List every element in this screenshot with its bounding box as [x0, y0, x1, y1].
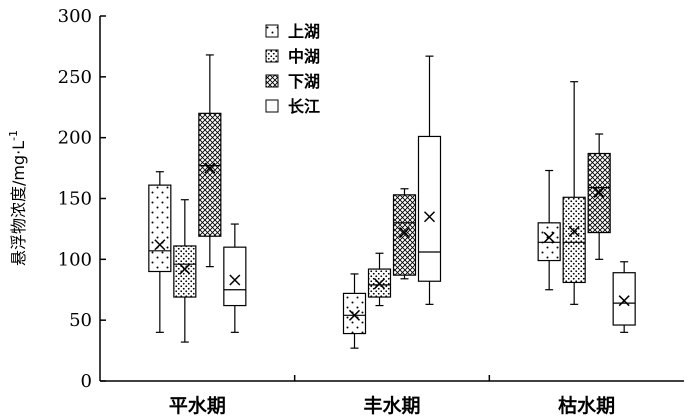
- legend-item: 长江: [265, 97, 320, 116]
- y-tick-label: 100: [58, 249, 92, 270]
- box-中湖-枯水期: [562, 81, 586, 305]
- y-axis-tick-labels: 0 50 100 150 200 250 300: [58, 6, 92, 392]
- iqr-box: [537, 222, 561, 262]
- box-中湖-平水期: [173, 199, 197, 343]
- box-长江-平水期: [223, 223, 247, 333]
- axes: [99, 15, 684, 382]
- y-tick-label: 250: [58, 67, 92, 88]
- mean-marker: [618, 295, 630, 307]
- box-下湖-丰水期: [392, 188, 417, 280]
- mean-marker: [154, 239, 166, 251]
- iqr-box: [392, 194, 417, 276]
- legend-swatch: [265, 74, 279, 88]
- mean-marker: [568, 225, 580, 237]
- iqr-box: [198, 112, 222, 237]
- iqr-box: [612, 272, 636, 326]
- legend-label: 上湖: [288, 22, 320, 41]
- mean-marker: [348, 309, 361, 321]
- mean-marker: [593, 186, 605, 198]
- iqr-box: [173, 245, 197, 298]
- box-中湖-丰水期: [367, 252, 392, 307]
- legend-item: 下湖: [265, 72, 320, 91]
- box-上湖-枯水期: [537, 169, 561, 291]
- box-上湖-平水期: [148, 171, 172, 333]
- box-长江-丰水期: [417, 55, 442, 305]
- x-category-label: 丰水期: [363, 394, 420, 417]
- mean-marker: [423, 211, 436, 223]
- mean-marker: [373, 278, 386, 290]
- y-tick-label: 200: [58, 128, 92, 149]
- mean-marker: [204, 162, 216, 174]
- boxes-layer: [148, 54, 636, 349]
- legend-item: 上湖: [265, 22, 320, 41]
- box-下湖-平水期: [198, 54, 222, 268]
- mean-marker: [398, 227, 411, 239]
- mean-marker: [229, 274, 241, 286]
- box-下湖-枯水期: [587, 133, 611, 260]
- legend-label: 中湖: [288, 47, 320, 66]
- iqr-box: [342, 292, 367, 335]
- iqr-box: [562, 196, 586, 284]
- y-tick-label: 150: [58, 189, 92, 210]
- category-labels: 平水期 丰水期 枯水期: [169, 394, 615, 417]
- x-category-label: 平水期: [169, 395, 226, 417]
- y-tick-label: 300: [58, 6, 92, 27]
- iqr-box: [148, 184, 172, 273]
- iqr-box: [417, 135, 442, 282]
- legend-swatch: [265, 49, 279, 63]
- y-tick-label: 0: [81, 371, 92, 392]
- box-长江-枯水期: [612, 261, 636, 333]
- mean-marker: [543, 231, 555, 243]
- legend-swatch: [265, 24, 279, 38]
- y-tick-label: 50: [69, 310, 92, 331]
- iqr-box: [223, 246, 247, 307]
- y-axis-label: 悬浮物浓度/mg·L-1: [7, 130, 28, 266]
- x-category-label: 枯水期: [558, 394, 615, 417]
- legend-swatch: [265, 99, 279, 113]
- y-axis-label-superscript: -1: [7, 130, 20, 141]
- legend-label: 下湖: [288, 72, 320, 91]
- box-上湖-丰水期: [342, 273, 367, 349]
- mean-marker: [179, 263, 191, 275]
- legend-item: 中湖: [265, 47, 320, 66]
- legend-label: 长江: [288, 97, 320, 116]
- y-axis-label-text: 悬浮物浓度/mg·L: [9, 141, 28, 266]
